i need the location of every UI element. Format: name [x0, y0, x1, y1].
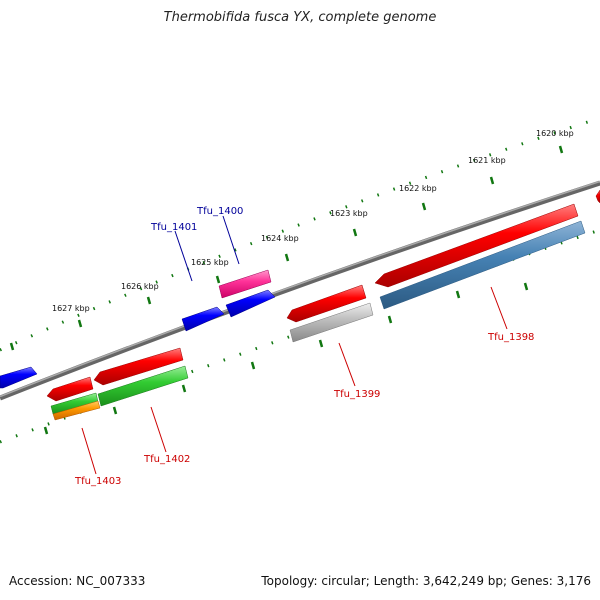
- gene-label-tfu-1398[interactable]: Tfu_1398: [487, 332, 534, 343]
- gene-red-arrow-edge[interactable]: [595, 189, 600, 204]
- feature-green-bar-long[interactable]: [97, 365, 189, 407]
- gene-tfu-1401-arrow[interactable]: [225, 289, 276, 318]
- gene-label-tfu-1403[interactable]: Tfu_1403: [74, 476, 121, 487]
- accession-label: Accession: NC_007333: [9, 574, 146, 588]
- gene-label-tfu-1402[interactable]: Tfu_1402: [143, 454, 190, 465]
- scale-label-1621: 1621 kbp: [468, 156, 506, 165]
- gene-tfu-1403-arrow[interactable]: [46, 376, 94, 402]
- feature-orange-bar[interactable]: [52, 400, 101, 421]
- gene-label-tfu-1400[interactable]: Tfu_1400: [196, 206, 243, 217]
- gene-tfu-1402-arrow[interactable]: [93, 347, 184, 386]
- scale-label-1624: 1624 kbp: [261, 234, 299, 243]
- gene-tfu-1400-arrow[interactable]: [218, 269, 272, 299]
- label-leader-lines: [81, 215, 508, 475]
- scale-label-1625: 1625 kbp: [191, 258, 229, 267]
- gene-label-tfu-1401[interactable]: Tfu_1401: [150, 222, 197, 233]
- feature-gray-bar[interactable]: [289, 302, 374, 343]
- gene-label-tfu-1399[interactable]: Tfu_1399: [333, 389, 380, 400]
- map-title: Thermobifida fusca YX, complete genome: [163, 10, 437, 25]
- gene-blue-arrow-a[interactable]: [181, 306, 225, 332]
- gene-blue-arrow-edge[interactable]: [0, 366, 38, 389]
- gene-tfu-1398-arrow[interactable]: [374, 203, 579, 288]
- major-ticks: [9, 145, 564, 435]
- scale-label-1623: 1623 kbp: [330, 209, 368, 218]
- scale-label-1622: 1622 kbp: [399, 184, 437, 193]
- genome-stats-label: Topology: circular; Length: 3,642,249 bp…: [261, 574, 591, 588]
- genome-backbone: [0, 180, 600, 401]
- feature-steelblue-bar[interactable]: [379, 220, 586, 310]
- scale-label-1627: 1627 kbp: [52, 304, 90, 313]
- scale-label-1626: 1626 kbp: [121, 282, 159, 291]
- gene-tfu-1399-arrow[interactable]: [286, 284, 367, 323]
- scale-label-1620: 1620 kbp: [536, 129, 574, 138]
